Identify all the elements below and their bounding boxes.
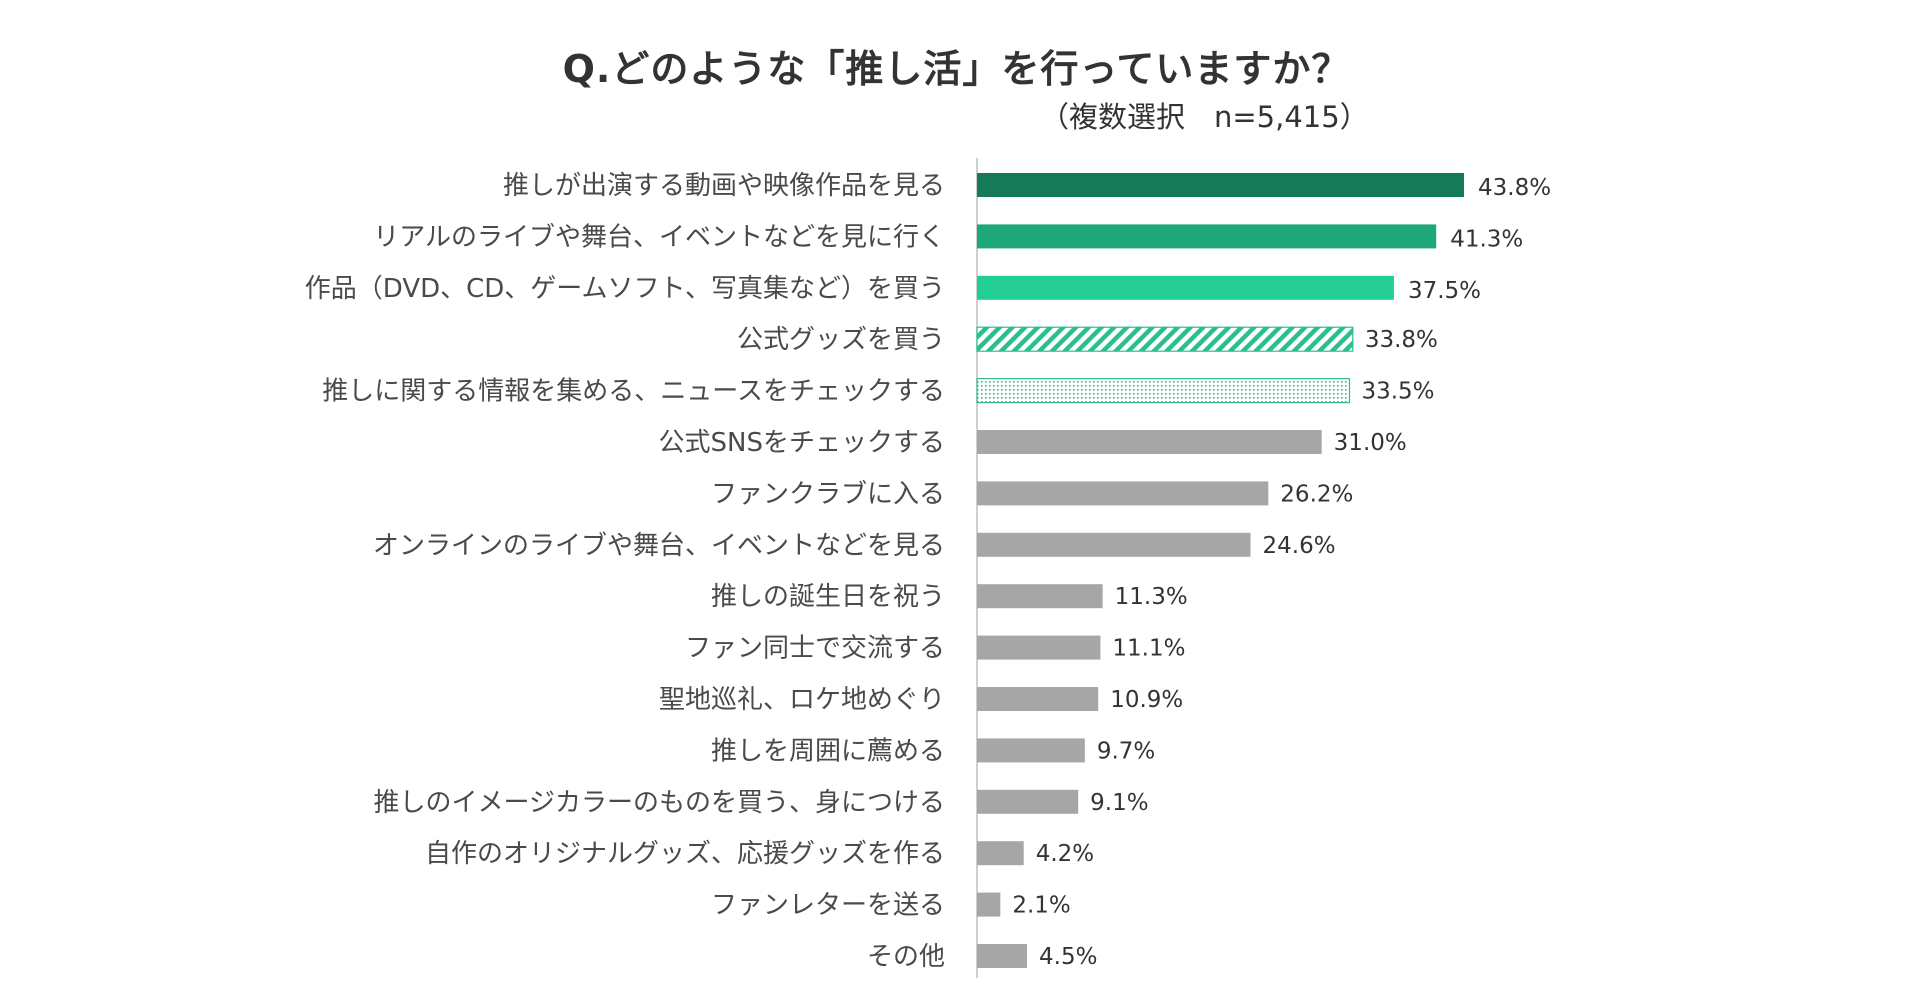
- chart-subtitle: （複数選択 n=5,415）: [1040, 100, 1369, 134]
- data-label: 10.9%: [1110, 687, 1183, 713]
- data-label: 37.5%: [1408, 278, 1481, 304]
- category-label: ファンレターを送る: [711, 891, 945, 921]
- data-label: 2.1%: [1012, 893, 1070, 919]
- category-label: 公式グッズを買う: [737, 325, 945, 355]
- data-label: 43.8%: [1478, 175, 1551, 201]
- bar: [977, 687, 1099, 711]
- data-label: 41.3%: [1450, 226, 1523, 252]
- data-label: 31.0%: [1334, 430, 1407, 456]
- category-label: オンラインのライブや舞台、イベントなどを見る: [373, 531, 945, 561]
- bar: [977, 789, 1079, 814]
- data-label: 9.1%: [1090, 790, 1148, 816]
- category-label: 作品（DVD、CD、ゲームソフト、写真集など）を買う: [305, 274, 945, 304]
- category-label: 推しのイメージカラーのものを買う、身につける: [374, 788, 945, 818]
- category-label: 自作のオリジナルグッズ、応援グッズを作る: [425, 839, 945, 869]
- category-label: 推しに関する情報を集める、ニュースをチェックする: [322, 377, 945, 407]
- data-label: 11.1%: [1112, 636, 1185, 662]
- bar: [977, 532, 1251, 557]
- bar: [977, 635, 1101, 660]
- category-label: ファン同士で交流する: [685, 634, 945, 664]
- category-label: 推しが出演する動画や映像作品を見る: [503, 171, 945, 201]
- chart-title: Q.どのような「推し活」を行っていますか？: [562, 47, 1351, 91]
- category-label: リアルのライブや舞台、イベントなどを見に行く: [373, 222, 945, 252]
- category-label: 推しの誕生日を祝う: [711, 582, 945, 612]
- bar: [976, 326, 1354, 352]
- bar: [977, 173, 1464, 197]
- bar: [976, 378, 1351, 404]
- data-label: 4.2%: [1036, 841, 1094, 867]
- data-label: 24.6%: [1263, 533, 1336, 559]
- bar: [977, 944, 1028, 968]
- data-label: 33.5%: [1361, 379, 1434, 405]
- data-label: 26.2%: [1280, 481, 1353, 507]
- category-label: 公式SNSをチェックする: [659, 428, 945, 458]
- bar: [977, 224, 1437, 249]
- bar: [977, 430, 1322, 454]
- data-label: 33.8%: [1365, 327, 1438, 353]
- category-label: 推しを周囲に薦める: [711, 736, 945, 766]
- category-label: ファンクラブに入る: [711, 479, 945, 509]
- bar: [977, 275, 1394, 300]
- bar: [977, 841, 1024, 866]
- bar: [977, 584, 1103, 609]
- bar: [977, 892, 1001, 917]
- bar: [977, 738, 1085, 763]
- data-label: 9.7%: [1097, 738, 1155, 764]
- category-label: その他: [867, 942, 945, 972]
- data-label: 4.5%: [1039, 944, 1097, 970]
- data-label: 11.3%: [1115, 584, 1188, 610]
- category-label: 聖地巡礼、ロケ地めぐり: [659, 685, 945, 715]
- bar: [977, 481, 1269, 506]
